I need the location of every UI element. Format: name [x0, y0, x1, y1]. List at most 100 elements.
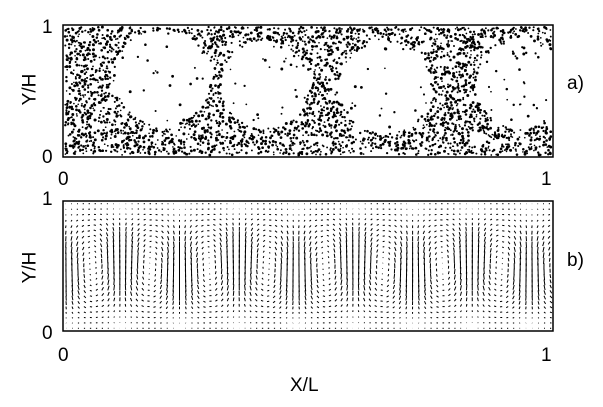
particle	[420, 26, 423, 29]
particle	[195, 37, 198, 40]
particle	[216, 134, 218, 137]
velocity-vector	[465, 316, 468, 318]
velocity-vector	[465, 227, 467, 231]
particle	[98, 69, 101, 73]
velocity-vector	[165, 290, 169, 296]
particle	[379, 146, 383, 150]
particle	[230, 153, 234, 157]
particle	[181, 30, 184, 33]
velocity-vector	[75, 236, 79, 240]
particle	[456, 76, 459, 79]
particle	[137, 32, 141, 35]
particle	[314, 30, 318, 34]
particle	[228, 35, 232, 38]
particle	[335, 28, 339, 32]
velocity-vector	[513, 257, 516, 264]
velocity-vector	[495, 272, 497, 275]
particle	[472, 117, 476, 121]
particle	[381, 35, 384, 39]
particle	[443, 149, 446, 153]
particle	[472, 85, 476, 89]
particle	[457, 82, 460, 85]
velocity-vector	[423, 214, 425, 216]
velocity-vector	[280, 241, 283, 246]
particle	[90, 67, 94, 71]
particle	[333, 137, 336, 140]
particle	[463, 152, 467, 156]
particle	[297, 54, 300, 57]
particle	[96, 33, 99, 36]
particle	[279, 45, 283, 49]
particle	[172, 148, 175, 151]
particle	[84, 29, 86, 32]
particle	[327, 117, 331, 120]
particle	[65, 79, 68, 83]
particle	[443, 68, 446, 71]
particle	[225, 136, 229, 139]
velocity-vector	[386, 284, 390, 288]
particle	[139, 152, 142, 154]
particle	[456, 61, 460, 65]
velocity-vector	[369, 316, 371, 318]
particle	[121, 122, 124, 125]
particle	[425, 102, 427, 104]
particle	[149, 148, 152, 151]
particle	[311, 94, 314, 98]
particle	[325, 82, 329, 85]
particle	[89, 30, 93, 33]
particle	[425, 136, 429, 140]
particle	[213, 26, 216, 28]
particle	[470, 54, 472, 56]
velocity-vector	[70, 241, 73, 248]
particle	[311, 119, 314, 122]
particle	[336, 61, 339, 64]
velocity-vector	[82, 257, 85, 262]
particle	[204, 117, 208, 121]
particle	[216, 59, 219, 62]
velocity-vector	[268, 252, 271, 254]
velocity-vector	[191, 284, 193, 291]
particle	[329, 87, 333, 91]
particle	[449, 146, 452, 149]
particle	[89, 27, 92, 31]
particle	[134, 116, 137, 119]
particle	[284, 147, 288, 151]
particle	[228, 27, 231, 30]
particle	[87, 57, 90, 61]
particle	[129, 128, 132, 131]
velocity-vector	[143, 218, 146, 221]
particle	[320, 68, 324, 72]
particle	[540, 44, 543, 47]
particle	[202, 126, 205, 130]
velocity-vector	[135, 310, 138, 313]
particle	[334, 77, 337, 81]
particle	[217, 109, 220, 113]
particle	[444, 87, 447, 90]
particle	[198, 119, 201, 123]
particle	[213, 51, 217, 55]
particle	[439, 55, 443, 59]
particle	[85, 100, 88, 103]
velocity-vector	[107, 310, 110, 313]
particle	[116, 150, 119, 153]
particle	[112, 73, 116, 77]
particle	[206, 123, 210, 126]
particle	[143, 123, 146, 125]
particle	[399, 136, 402, 139]
particle	[471, 123, 474, 126]
particle	[299, 141, 302, 144]
particle	[96, 90, 99, 94]
velocity-vector	[542, 241, 545, 247]
particle	[312, 97, 316, 101]
velocity-vector	[477, 218, 480, 221]
velocity-vector	[370, 218, 373, 221]
particle	[351, 135, 355, 139]
particle	[432, 87, 436, 91]
particle	[407, 131, 411, 135]
particle	[93, 109, 96, 112]
particle	[289, 29, 292, 33]
particle	[431, 139, 434, 142]
velocity-vector	[227, 316, 229, 318]
particle	[439, 45, 442, 47]
particle	[72, 36, 75, 39]
